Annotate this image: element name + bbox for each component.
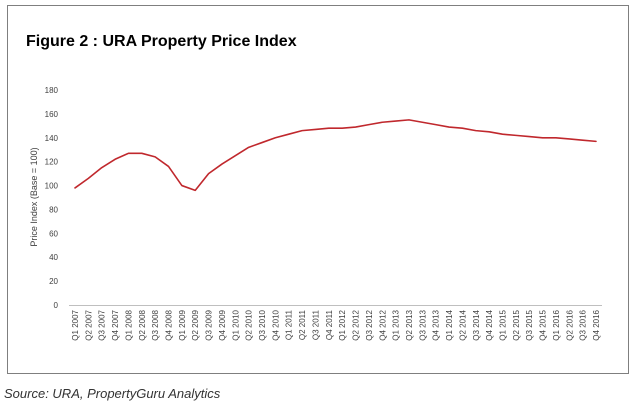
x-tick-label: Q1 2010 [231,309,240,340]
y-tick-label: 180 [45,86,59,95]
x-tick-label: Q4 2009 [218,309,227,340]
x-tick-label: Q2 2010 [245,309,254,340]
x-tick-label: Q4 2013 [432,309,441,340]
y-axis-ticks: 0 20 40 60 80 100 120 140 160 180 [45,86,59,310]
y-axis-label: Price Index (Base = 100) [29,147,39,246]
x-tick-label: Q1 2012 [338,309,347,340]
y-tick-label: 100 [45,182,59,191]
x-tick-label: Q1 2016 [552,309,561,340]
x-tick-label: Q4 2011 [325,309,334,340]
figure-title: Figure 2 : URA Property Price Index [26,33,297,50]
x-tick-label: Q4 2016 [592,309,601,340]
figure-frame [7,5,629,374]
series-line [74,119,597,192]
x-tick-label: Q2 2008 [138,309,147,340]
x-tick-label: Q3 2007 [98,309,107,340]
y-tick-label: 60 [49,229,58,238]
x-tick-label: Q3 2015 [525,309,534,340]
x-tick-label: Q3 2016 [579,309,588,340]
x-tick-label: Q1 2008 [124,309,133,340]
y-tick-label: 120 [45,158,59,167]
x-tick-label: Q3 2010 [258,309,267,340]
x-tick-label: Q3 2008 [151,309,160,340]
x-tick-label: Q4 2007 [111,309,120,340]
x-tick-label: Q4 2010 [271,309,280,340]
x-tick-label: Q2 2015 [512,309,521,340]
x-tick-label: Q4 2015 [539,309,548,340]
x-tick-label: Q4 2012 [378,309,387,340]
x-tick-label: Q1 2011 [285,309,294,340]
x-tick-label: Q2 2013 [405,309,414,340]
x-tick-label: Q2 2007 [84,309,93,340]
y-tick-label: 160 [45,110,59,119]
x-tick-label: Q1 2009 [178,309,187,340]
x-tick-label: Q1 2007 [71,309,80,340]
x-tick-label: Q2 2011 [298,309,307,340]
x-tick-label: Q2 2016 [565,309,574,340]
x-tick-label: Q2 2014 [458,309,467,340]
x-tick-label: Q4 2008 [165,309,174,340]
y-tick-label: 80 [49,205,58,214]
x-tick-label: Q2 2012 [352,309,361,340]
y-tick-label: 0 [54,301,59,310]
source-note: Source: URA, PropertyGuru Analytics [4,386,221,401]
series-group [74,119,597,192]
x-tick-label: Q1 2013 [392,309,401,340]
x-tick-label: Q3 2013 [418,309,427,340]
x-tick-label: Q3 2012 [365,309,374,340]
y-tick-label: 20 [49,277,58,286]
x-tick-label: Q1 2014 [445,309,454,340]
x-tick-label: Q3 2014 [472,309,481,340]
x-tick-label: Q4 2014 [485,309,494,340]
x-tick-label: Q1 2015 [498,309,507,340]
x-axis-ticks: Q1 2007 Q2 2007 Q3 2007 Q4 2007 Q1 2008 Q2 20… [71,309,601,340]
x-tick-label: Q3 2011 [311,309,320,340]
x-tick-label: Q3 2009 [205,309,214,340]
y-tick-label: 140 [45,134,59,143]
x-tick-label: Q2 2009 [191,309,200,340]
y-tick-label: 40 [49,253,58,262]
